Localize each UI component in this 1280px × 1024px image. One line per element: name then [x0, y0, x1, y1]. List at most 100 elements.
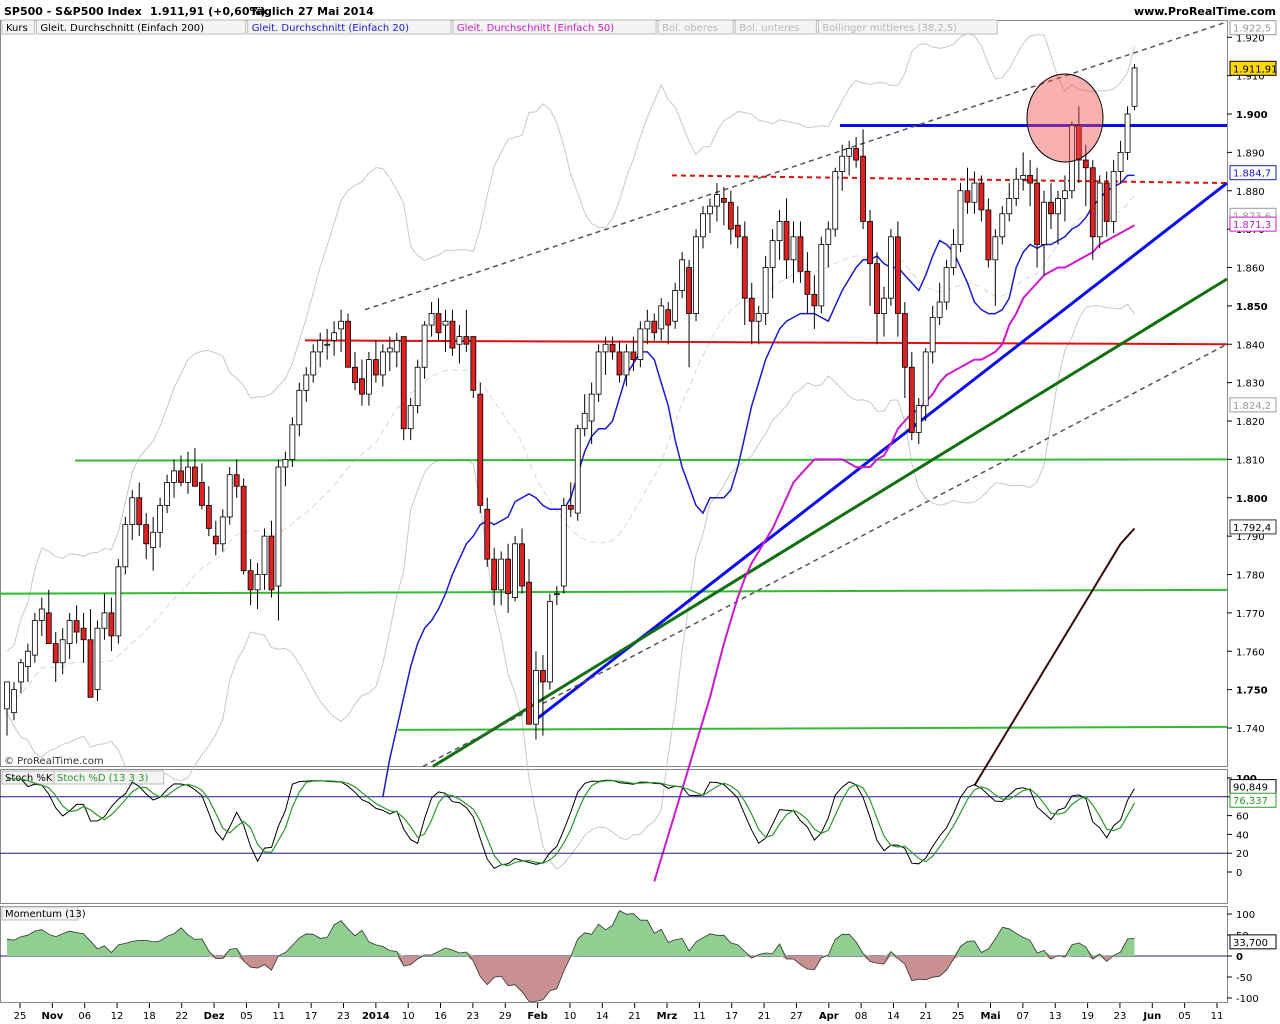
candle-body	[254, 574, 261, 591]
candle	[1096, 175, 1103, 249]
candle	[198, 463, 205, 510]
candle-body	[1048, 201, 1054, 215]
candle-body	[686, 267, 692, 314]
time-tick-label: 11	[272, 1011, 285, 1022]
candle	[762, 255, 769, 326]
candle-body	[289, 424, 296, 460]
candle-body	[212, 535, 219, 545]
time-tick-label: 14	[596, 1011, 609, 1022]
candle	[31, 612, 38, 663]
candle	[881, 286, 887, 337]
time-tick-label: Feb	[527, 1011, 547, 1022]
candle-body	[52, 643, 59, 664]
time-tick-label: 29	[499, 1011, 512, 1022]
stoch-tick-label: 0	[1236, 868, 1242, 879]
candle-body	[581, 412, 588, 430]
candle-body	[1062, 190, 1068, 199]
candle-body	[233, 474, 240, 487]
candle	[414, 359, 421, 414]
candle	[811, 275, 818, 329]
price-tick-label: 1.760	[1236, 647, 1265, 658]
candle	[999, 206, 1006, 245]
candle-body	[1089, 167, 1096, 238]
time-tick-label: 25	[952, 1011, 965, 1022]
candle	[11, 681, 17, 721]
time-tick-label: 10	[402, 1011, 415, 1022]
candle-body	[477, 393, 484, 506]
candle	[734, 206, 741, 249]
candle-body	[797, 236, 804, 272]
price-badge-label: 1.824,2	[1233, 401, 1271, 412]
candle	[1103, 171, 1110, 237]
candle-body	[888, 236, 894, 299]
candle	[52, 632, 59, 682]
candle-body	[1034, 182, 1040, 245]
candle	[261, 528, 268, 590]
candle	[386, 336, 393, 372]
candle	[1117, 140, 1124, 184]
candle	[1027, 160, 1034, 207]
candle	[1124, 106, 1131, 161]
candle-body	[992, 236, 999, 261]
candle-body	[679, 259, 686, 291]
candle	[247, 559, 254, 606]
candle	[143, 513, 150, 560]
stoch-tick-label: 60	[1236, 812, 1249, 823]
candle	[359, 359, 365, 406]
legend-box	[657, 19, 734, 35]
candle-body	[1020, 174, 1027, 180]
candle	[665, 302, 672, 345]
candle-body	[386, 347, 393, 353]
candle	[651, 313, 658, 341]
candle	[853, 137, 860, 168]
time-tick-label: 07	[1017, 1011, 1030, 1022]
candle	[372, 340, 379, 383]
candle	[804, 252, 811, 314]
candle	[1131, 64, 1138, 111]
time-tick-label: 18	[143, 1011, 156, 1022]
candle-body	[331, 332, 338, 341]
candle	[540, 655, 546, 736]
candle	[867, 209, 873, 306]
candle-body	[595, 351, 602, 395]
header-site: www.ProRealTime.com	[1134, 5, 1276, 18]
price-badge	[1229, 165, 1277, 181]
candle-body	[567, 505, 574, 510]
bollinger-lower	[6, 303, 1135, 871]
candle	[915, 397, 922, 445]
time-tick-label: 23	[337, 1011, 350, 1022]
candle	[219, 509, 226, 552]
candle	[73, 605, 80, 644]
stoch-tick-label: 20	[1236, 849, 1249, 860]
candle-body	[1103, 182, 1110, 222]
candle-body	[1068, 125, 1075, 192]
candle-body	[268, 535, 275, 591]
time-tick-label: Jun	[1142, 1011, 1161, 1022]
stoch-legend-1: Stoch %D (13 3 3)	[57, 773, 148, 784]
candle-body	[894, 236, 901, 314]
resistance-line-dashed-red	[671, 174, 1228, 185]
legend-item-1: Gleit. Durchschnitt (Einfach 200)	[40, 23, 204, 34]
price-tick-label: 1.810	[1236, 455, 1265, 466]
candle-body	[526, 581, 532, 725]
candle	[560, 497, 567, 594]
price-tick-label: 1.920	[1236, 33, 1265, 44]
momentum-legend: Momentum (13)	[5, 909, 86, 920]
candle	[727, 190, 734, 245]
candle	[588, 382, 595, 445]
stoch-k-line	[7, 778, 1135, 870]
candle-body	[964, 190, 971, 203]
uptrend-line-blue	[534, 181, 1228, 722]
candle-body	[226, 474, 233, 518]
price-badge-label: 1.911,91	[1233, 64, 1278, 75]
candle	[136, 482, 143, 537]
candle-body	[922, 351, 929, 407]
candle-body	[38, 608, 45, 621]
price-tick-label: 1.860	[1236, 264, 1265, 275]
legend-box	[734, 19, 817, 35]
candle	[185, 451, 191, 494]
candle-body	[94, 627, 101, 691]
candle	[936, 282, 943, 326]
candle	[491, 547, 498, 606]
